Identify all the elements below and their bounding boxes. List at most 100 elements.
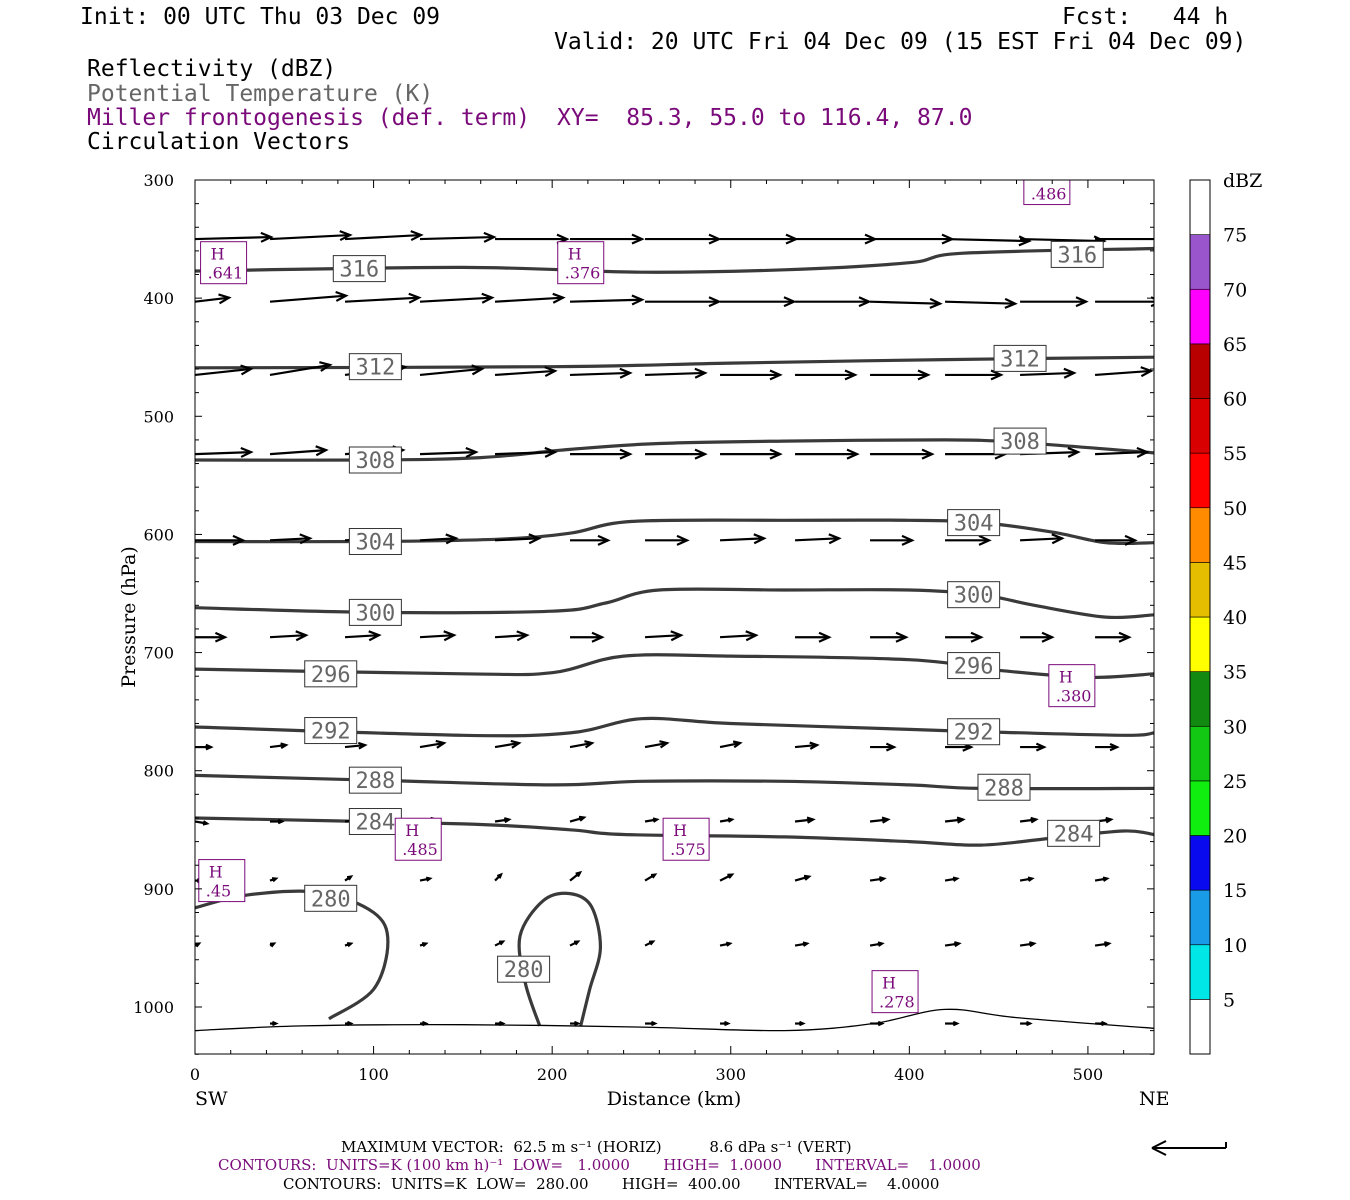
vector-head: [218, 293, 232, 305]
colorbar-segment: [1189, 944, 1211, 1000]
circulation-vector: [419, 739, 447, 749]
vector-head: [978, 534, 992, 546]
theta-label-frame: [497, 955, 551, 983]
vector-shaft: [1094, 369, 1152, 377]
circulation-vector: [794, 533, 842, 545]
circulation-vector: [645, 296, 722, 308]
circulation-vector: [420, 1020, 429, 1027]
frontogenesis-max-box: H.575: [662, 817, 710, 861]
theta-contour-label: 296: [311, 663, 351, 688]
frontogenesis-max-box: H.485: [394, 817, 442, 861]
vector-head: [895, 631, 909, 643]
vector-head: [1004, 297, 1018, 309]
circulation-vector: [869, 941, 885, 947]
y-tick-label: 400: [143, 289, 174, 308]
fronto-max-letter: H: [1034, 166, 1048, 185]
vector-head: [921, 448, 935, 460]
vector-head: [970, 631, 984, 643]
fronto-max-letter: H: [209, 863, 223, 882]
vector-head: [335, 290, 349, 302]
circulation-vector: [720, 448, 783, 460]
vector-shaft: [945, 300, 1016, 305]
vector-head: [802, 941, 810, 947]
vector-head: [471, 364, 485, 376]
fronto-max-value: .380: [1056, 687, 1092, 706]
circulation-vector: [345, 1020, 354, 1027]
vector-head: [1027, 876, 1035, 882]
colorbar-unit: dBZ: [1223, 170, 1262, 192]
vector-head: [408, 292, 422, 304]
vector-shaft: [419, 296, 493, 303]
circulation-vector: [870, 297, 943, 309]
theta-label-frame: [947, 718, 1001, 746]
theta-contour-label-box: 304: [947, 509, 1001, 537]
fronto-max-value: .376: [565, 264, 601, 283]
vector-head: [694, 367, 708, 379]
vector-head: [1140, 366, 1154, 378]
colorbar-level-label: 45: [1223, 552, 1247, 574]
vector-head: [1030, 816, 1039, 824]
circulation-vector: [869, 816, 891, 824]
circulation-vector: [195, 293, 232, 305]
theta-contour-label: 300: [355, 601, 395, 626]
vector-head: [271, 1020, 279, 1027]
circulation-vector: [719, 941, 733, 947]
circulation-vector: [944, 941, 962, 948]
x-tick-label: 400: [894, 1065, 925, 1084]
vector-head: [214, 631, 228, 643]
vector-shaft: [719, 634, 757, 639]
y-tick-label: 300: [143, 171, 174, 190]
fronto-max-letter: H: [882, 974, 896, 993]
vector-head: [591, 631, 605, 643]
theta-contour-label-box: 296: [304, 660, 358, 688]
vector-shaft: [494, 742, 520, 749]
circulation-vector: [720, 296, 797, 308]
fronto-max-value: .641: [208, 264, 244, 283]
theta-contour-316: [195, 246, 1154, 274]
circulation-vector: [1095, 742, 1120, 752]
circulation-vector: [794, 741, 820, 750]
plot-frame: [194, 179, 1155, 1055]
circulation-vector: [495, 233, 570, 245]
circulation-vector: [719, 817, 735, 823]
vector-head: [818, 631, 832, 643]
theta-label-frame: [332, 255, 386, 283]
field-reflectivity: Reflectivity (dBZ): [87, 56, 337, 82]
vector-head: [498, 1020, 506, 1027]
ground-line: [195, 1008, 1154, 1032]
theta-label-frame: [304, 884, 358, 912]
circulation-vector: [794, 816, 816, 824]
colorbar-segment: [1189, 234, 1211, 290]
y-tick-label: 800: [143, 762, 174, 781]
colorbar-segment: [1189, 398, 1211, 454]
theta-label-frame: [348, 766, 402, 794]
circulation-vector: [719, 630, 759, 642]
x-tick-label: 200: [537, 1065, 568, 1084]
vector-shaft: [644, 371, 706, 377]
circulation-vector: [419, 446, 479, 458]
vector-head: [280, 742, 289, 749]
circulation-vector: [495, 1020, 506, 1027]
circulation-vector: [569, 740, 595, 749]
colorbar-segment: [1189, 835, 1211, 891]
circulation-vector: [644, 873, 658, 882]
x-tick-label: 0: [190, 1065, 200, 1084]
circulation-vector: [645, 1020, 658, 1027]
vector-head: [732, 740, 743, 749]
circulation-vector: [494, 817, 512, 824]
vector-head: [516, 630, 530, 642]
colorbar-segment: [1189, 562, 1211, 618]
y-tick-label: 600: [143, 525, 174, 544]
circulation-vector: [945, 534, 992, 546]
colorbar-level-label: 50: [1223, 498, 1247, 520]
circulation-vector: [344, 875, 354, 882]
circulation-vector: [795, 631, 832, 643]
colorbar-segment: [1189, 889, 1211, 946]
circulation-vector: [1019, 816, 1039, 824]
vector-shaft: [794, 818, 814, 823]
circulation-vector: [344, 230, 424, 242]
vector-head: [745, 630, 759, 642]
fronto-box-frame: [394, 817, 442, 861]
vector-head: [877, 1020, 885, 1027]
